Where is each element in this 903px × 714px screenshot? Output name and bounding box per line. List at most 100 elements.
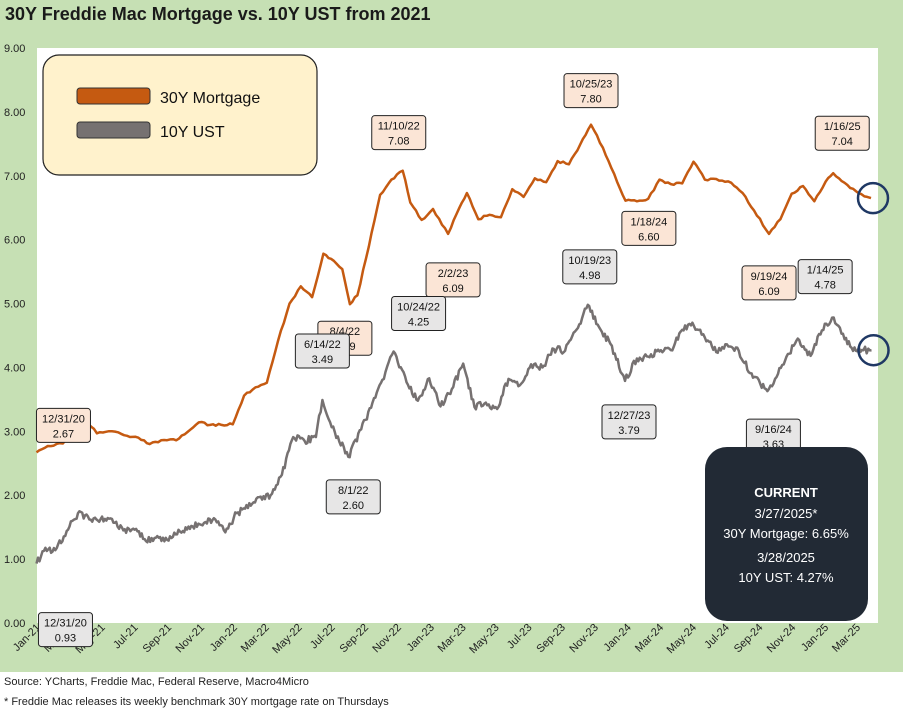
series-line-10y-ust (35, 303, 872, 564)
x-tick-label: Nov-22 (370, 622, 404, 656)
callout-date: 12/27/23 (608, 410, 651, 422)
current-heading: CURRENT (754, 485, 818, 500)
callout-mortgage: 9/19/24 6.09 (741, 265, 797, 301)
callout-mortgage: 1/18/24 6.60 (621, 210, 677, 246)
callout-box (391, 295, 447, 331)
callout-date: 6/14/22 (304, 339, 341, 351)
callout-mortgage: 10/25/23 7.80 (563, 73, 619, 109)
callout-date: 1/18/24 (631, 216, 668, 228)
x-tick-label: Jul-21 (111, 622, 141, 652)
current-box-bg (705, 447, 868, 621)
x-tick-label: Jan-24 (602, 622, 634, 654)
x-tick-label: Jul-23 (505, 622, 535, 652)
current-mortgage-value: 30Y Mortgage: 6.65% (723, 526, 849, 541)
x-tick-label: Jul-24 (702, 622, 732, 652)
callout-date: 9/19/24 (751, 271, 788, 283)
x-tick-label: May-22 (270, 622, 304, 656)
y-tick-label: 1.00 (4, 554, 25, 566)
y-tick-label: 7.00 (4, 171, 25, 183)
callout-date: 10/25/23 (570, 79, 613, 91)
y-tick-label: 3.00 (4, 426, 25, 438)
x-tick-label: May-23 (467, 622, 501, 656)
callout-value: 7.08 (388, 136, 409, 148)
callout-box (601, 404, 657, 440)
x-tick-label: Nov-23 (567, 622, 601, 656)
current-mortgage-date: 3/27/2025* (755, 506, 818, 521)
callout-box (741, 265, 797, 301)
callout-box (371, 115, 427, 151)
x-tick-label: Jan-25 (799, 622, 831, 654)
legend-box (42, 54, 318, 176)
callout-value: 2.67 (53, 428, 74, 440)
callout-date: 1/14/25 (807, 265, 844, 277)
x-tick-label: Sep-24 (732, 622, 766, 656)
callout-date: 1/16/25 (824, 121, 861, 133)
latest-value-circle (857, 333, 890, 367)
callout-box (797, 259, 853, 295)
y-tick-label: 5.00 (4, 299, 25, 311)
legend-label-30y-mortgage: 30Y Mortgage (160, 90, 260, 107)
x-tick-label: Mar-24 (633, 622, 666, 655)
y-tick-label: 9.00 (4, 43, 25, 55)
callout-value: 4.78 (814, 280, 835, 292)
callout-date: 10/19/23 (568, 255, 611, 267)
callout-value: 2.60 (343, 500, 364, 512)
legend-swatch-30y-mortgage (76, 87, 151, 105)
footnote: * Freddie Mac releases its weekly benchm… (4, 696, 389, 708)
callout-mortgage: 11/10/22 7.08 (371, 115, 427, 151)
callout-value: 4.25 (408, 316, 429, 328)
callout-box (814, 115, 870, 151)
callout-date: 10/24/22 (397, 301, 440, 313)
y-tick-label: 2.00 (4, 490, 25, 502)
x-tick-label: Sep-23 (534, 622, 568, 656)
callout-box (37, 612, 93, 648)
legend-label-10y-ust: 10Y UST (160, 124, 225, 141)
callout-value: 0.93 (55, 633, 76, 645)
callout-ust: 10/24/22 4.25 (391, 295, 447, 331)
x-tick-label: Jul-22 (308, 622, 338, 652)
legend-swatch-10y-ust (76, 121, 151, 139)
x-tick-label: Mar-23 (436, 622, 469, 655)
callout-ust: 8/1/22 2.60 (325, 479, 381, 515)
x-tick-label: Sep-21 (141, 622, 175, 656)
callout-mortgage: 2/2/23 6.09 (425, 262, 481, 298)
callout-date: 11/10/22 (378, 121, 420, 133)
x-tick-label: Jan-22 (208, 622, 240, 654)
y-tick-label: 0.00 (4, 618, 25, 630)
x-tick-label: Nov-21 (174, 622, 208, 656)
callout-ust: 1/14/25 4.78 (797, 259, 853, 295)
callout-box (621, 210, 677, 246)
callout-ust: 12/31/20 0.93 (37, 612, 93, 648)
callout-value: 6.09 (758, 286, 779, 298)
x-tick-label: Mar-25 (830, 622, 863, 655)
x-tick-label: May-24 (665, 622, 699, 656)
callout-value: 3.79 (618, 425, 639, 437)
current-ust-date: 3/28/2025 (757, 550, 815, 565)
x-tick-label: Sep-22 (338, 622, 372, 656)
line-chart: 0.00 1.00 2.00 3.00 4.00 5.00 6.00 7.00 8.00 9.00… (4, 43, 890, 656)
callout-ust: 12/27/23 3.79 (601, 404, 657, 440)
x-tick-label: Mar-22 (239, 622, 272, 655)
current-ust-value: 10Y UST: 4.27% (738, 570, 834, 585)
y-tick-label: 4.00 (4, 362, 25, 374)
callout-value: 7.04 (832, 136, 853, 148)
callout-mortgage: 1/16/25 7.04 (814, 115, 870, 151)
callout-value: 7.80 (580, 94, 601, 106)
callout-box (35, 407, 91, 443)
source-note: Source: YCharts, Freddie Mac, Federal Re… (4, 676, 309, 688)
callout-value: 6.09 (442, 283, 463, 295)
callout-box (425, 262, 481, 298)
callout-ust: 10/19/23 4.98 (562, 249, 618, 285)
chart-title: 30Y Freddie Mac Mortgage vs. 10Y UST fro… (5, 4, 431, 24)
latest-value-circle (856, 181, 890, 215)
callout-date: 12/31/20 (44, 618, 87, 630)
callout-value: 4.98 (579, 270, 600, 282)
series-line-30y-mortgage (35, 123, 872, 454)
callout-ust: 6/14/22 3.49 (294, 333, 350, 369)
callout-date: 2/2/23 (438, 268, 469, 280)
x-tick-label: Nov-24 (765, 622, 799, 656)
callout-box (325, 479, 381, 515)
callout-box (563, 73, 619, 109)
callout-mortgage: 12/31/20 2.67 (35, 407, 91, 443)
callout-value: 3.49 (312, 354, 333, 366)
